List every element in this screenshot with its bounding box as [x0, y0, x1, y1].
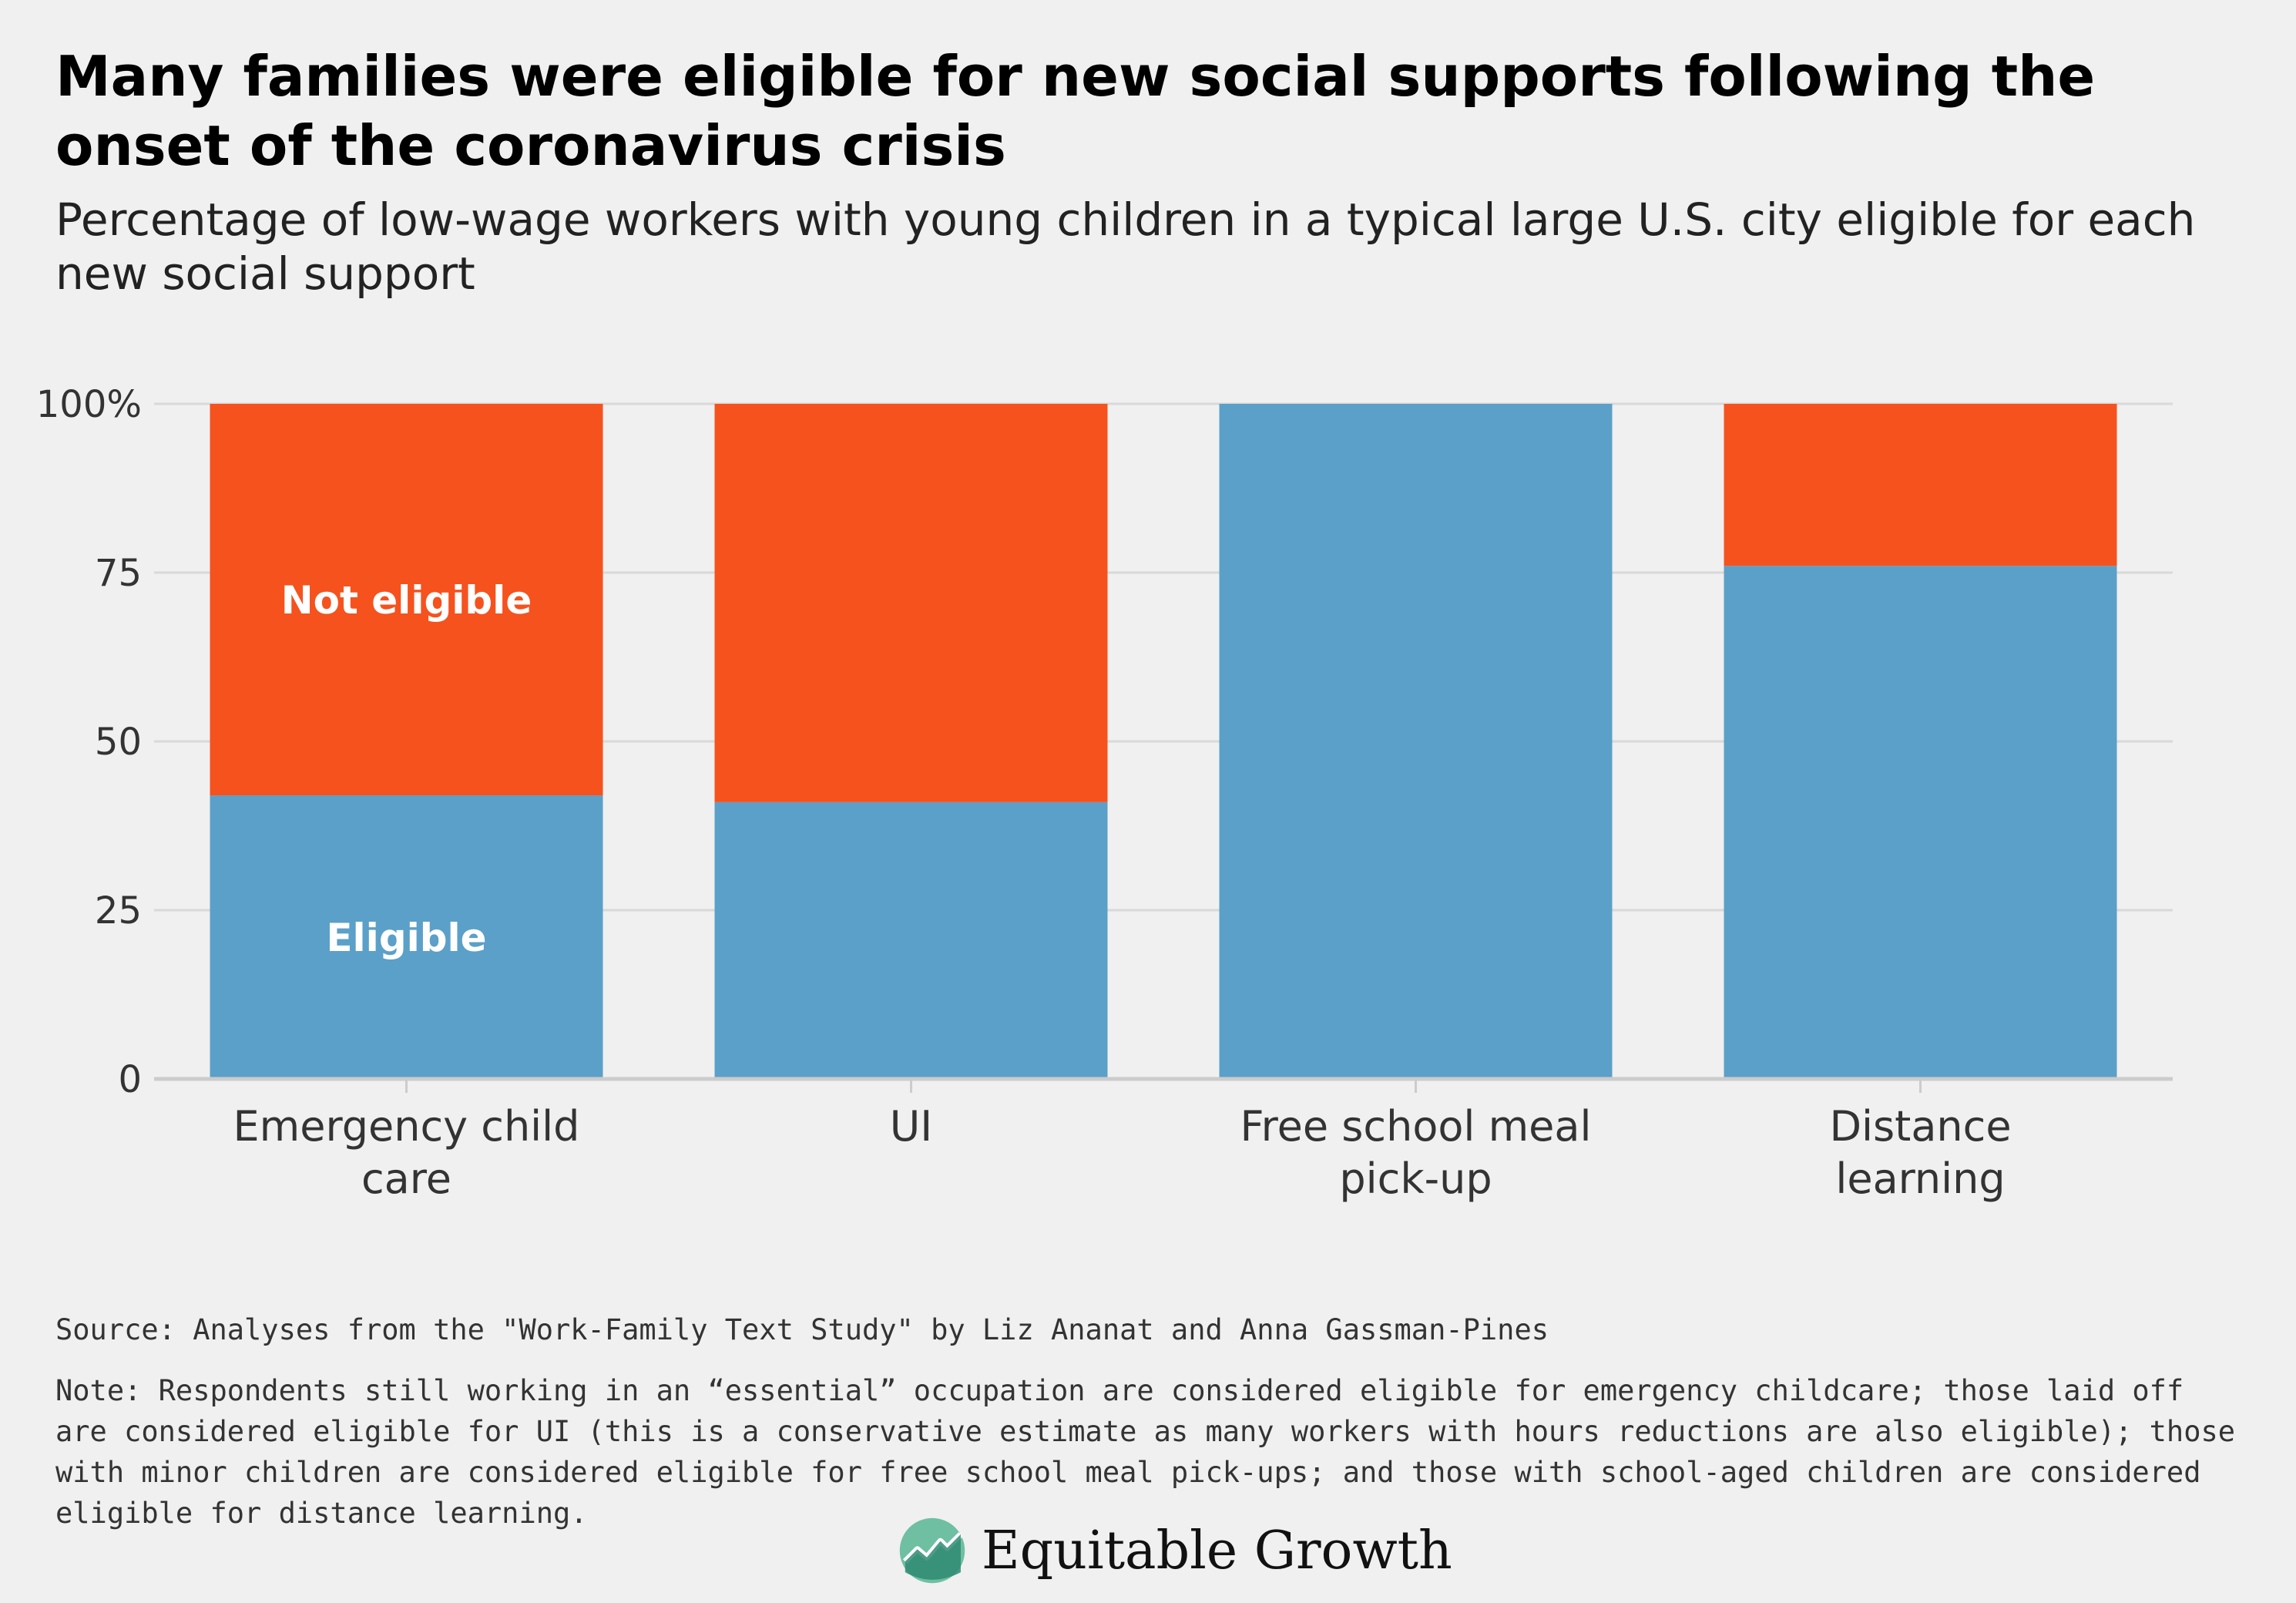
- bar-eligible-3: [1724, 566, 2117, 1079]
- y-tick-label-50: 50: [95, 721, 142, 764]
- x-category-label-line: Distance: [1829, 1102, 2011, 1151]
- stacked-bar-chart: 0 25 50 75 100% Emergency child care UI Free sch…: [36, 383, 2173, 1203]
- x-category-label: Emergency child care: [233, 1102, 580, 1203]
- segment-label-eligible: Eligible: [326, 916, 486, 960]
- x-category-label: Distance learning: [1829, 1102, 2011, 1203]
- x-category-label: UI: [890, 1102, 932, 1151]
- x-category-label-line: Emergency child: [233, 1102, 580, 1151]
- bar-not-eligible-1: [714, 404, 1108, 802]
- bars: [210, 404, 2117, 1079]
- y-tick-label-75: 75: [95, 552, 142, 595]
- x-category-label-line: learning: [1835, 1154, 2005, 1203]
- methodology-note: Note: Respondents still working in an “e…: [55, 1374, 2236, 1530]
- x-category-label-line: UI: [890, 1102, 932, 1151]
- y-tick-label-0: 0: [118, 1058, 142, 1101]
- chart-title: Many families were eligible for new soci…: [55, 44, 2096, 178]
- y-tick-label-25: 25: [95, 889, 142, 933]
- logo-wordmark: Equitable Growth: [982, 1520, 1452, 1581]
- axes: [154, 1077, 2173, 1093]
- bar-eligible-1: [714, 802, 1108, 1079]
- x-category-label: Free school meal pick-up: [1240, 1102, 1592, 1203]
- labels: 0 25 50 75 100% Emergency child care UI Free sch…: [36, 383, 2012, 1203]
- equitable-growth-logo-icon: [899, 1517, 965, 1584]
- x-category-label-line: care: [361, 1154, 451, 1203]
- chart-subtitle: Percentage of low-wage workers with youn…: [55, 193, 2196, 300]
- bar-eligible-0: [210, 795, 603, 1079]
- bar-eligible-2: [1219, 404, 1613, 1079]
- bar-not-eligible-3: [1724, 404, 2117, 566]
- segment-label-not-eligible: Not eligible: [281, 578, 532, 623]
- y-tick-label-100: 100%: [36, 383, 142, 426]
- x-category-label-line: Free school meal: [1240, 1102, 1592, 1151]
- x-category-label-line: pick-up: [1339, 1154, 1492, 1203]
- source-note: Source: Analyses from the "Work-Family T…: [55, 1313, 1549, 1346]
- bar-not-eligible-0: [210, 404, 603, 796]
- equitable-growth-logo: Equitable Growth: [898, 1512, 1452, 1589]
